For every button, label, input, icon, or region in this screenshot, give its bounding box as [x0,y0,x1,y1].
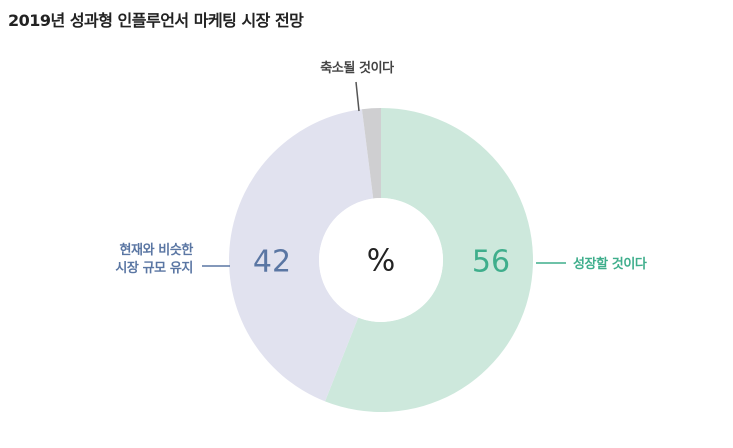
value-label-same: 42 [253,245,291,280]
category-label-grow: 성장할 것이다 [573,256,647,272]
category-label-line: 축소될 것이다 [320,60,394,76]
category-label-line: 성장할 것이다 [573,256,647,272]
slice-shrink [361,108,381,199]
category-label-shrink: 축소될 것이다 [320,60,394,76]
leader-line-shrink [355,81,360,112]
slice-same [228,109,374,402]
value-label-grow: 56 [472,245,510,280]
donut-slices [228,108,533,412]
category-label-line: 시장 규모 유지 [115,260,193,276]
chart-title: 2019년 성과형 인플루언서 마케팅 시장 전망 [8,11,304,30]
slice-grow [325,108,533,412]
donut-hole [319,198,443,322]
category-label-line: 현재와 비슷한 [120,242,194,258]
center-label: % [367,244,396,279]
